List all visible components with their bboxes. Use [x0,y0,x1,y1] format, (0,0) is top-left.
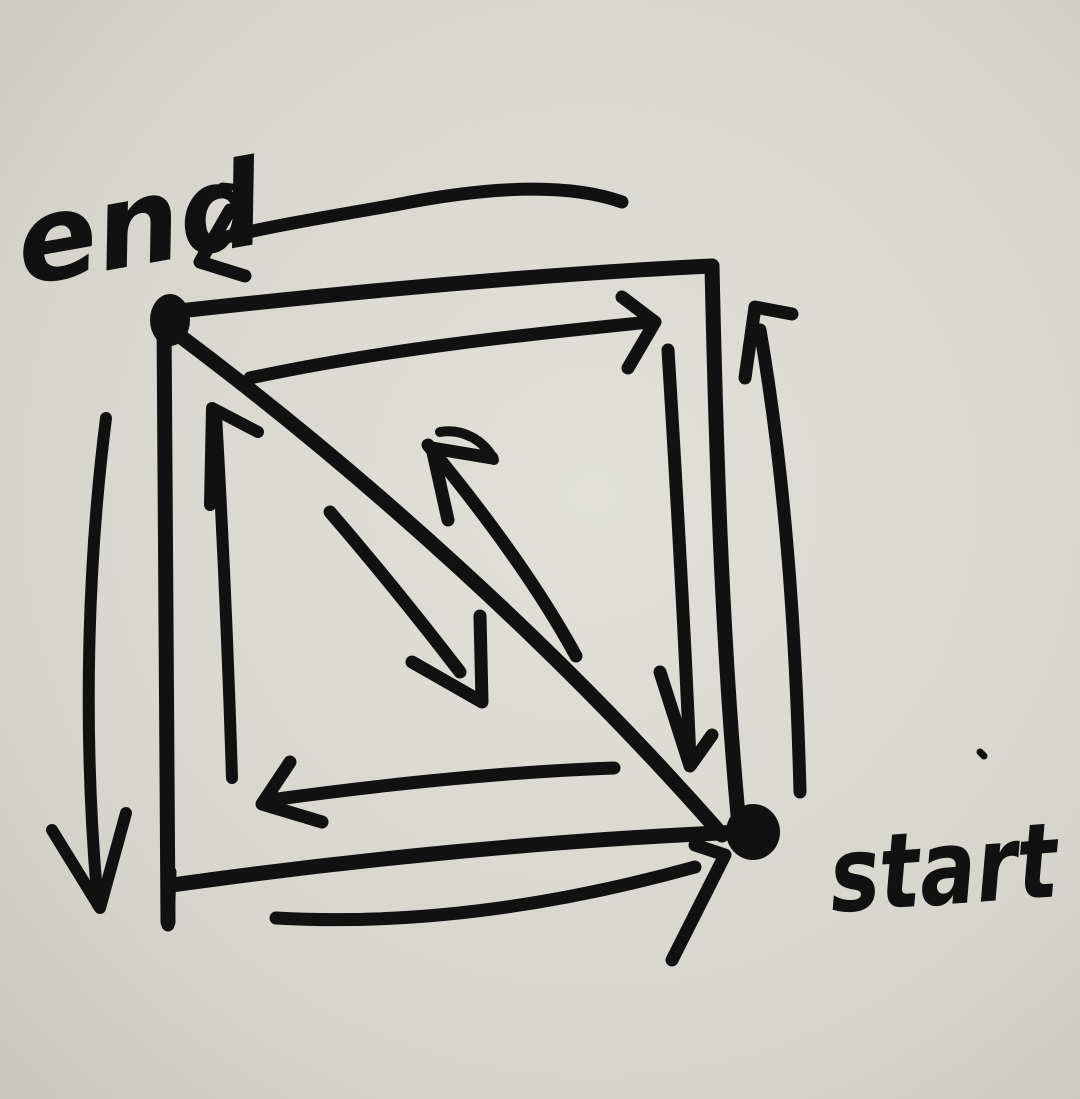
arrow-diagonal-down-head [405,609,489,709]
arrow-top-inner-shaft [243,315,657,385]
arrow-diagonal-up-shaft [421,438,583,663]
square-edge-top [162,258,720,320]
arrow-left-inner-head [204,402,264,511]
arrow-diagonal-down-shaft [323,505,467,679]
start-label: start [825,799,1064,937]
arrow-right-inner-head [653,665,719,773]
ink-dot-start [976,748,988,760]
arrow-bottom-inner-shaft [263,761,621,807]
arrow-diagonal-up-hook [435,426,499,465]
arrow-left-outer-shaft [82,412,112,911]
square-diagonal [164,322,730,843]
arrow-top-outer-shaft [208,182,629,247]
arrow-right-inner-shaft [661,343,697,767]
square-edge-left-foot [161,865,177,932]
square-edge-bottom [164,824,750,893]
square-edge-left [156,312,176,930]
start-node [726,804,780,860]
arrow-bottom-outer-shaft [269,860,702,927]
arrow-right-outer-shaft [753,323,807,799]
ink-dot-end [218,182,236,191]
arrow-top-outer-head [193,203,252,283]
arrow-bottom-inner-head [255,755,329,829]
arrow-left-outer-head [46,807,132,914]
arrow-left-inner-shaft [210,409,238,784]
square-edge-right [704,258,746,823]
end-node [150,294,190,346]
arrow-bottom-outer-head [665,838,732,967]
arrow-diagonal-up-head [425,441,499,527]
arrow-top-inner-head [615,290,662,375]
arrow-right-outer-head [738,300,799,385]
ink-layer [46,182,988,967]
